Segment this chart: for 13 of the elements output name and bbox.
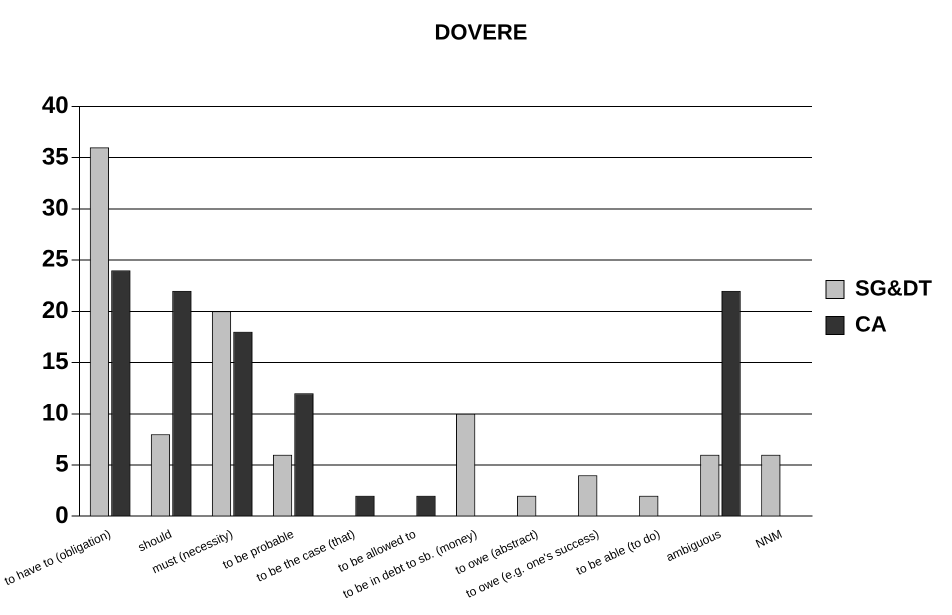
legend-label: SG&DT <box>855 276 933 301</box>
y-tick-label: 5 <box>55 450 69 478</box>
y-tick-label: 30 <box>42 194 69 222</box>
legend-label: CA <box>855 312 887 337</box>
y-tick-label: 15 <box>42 348 69 376</box>
y-tick-label: 0 <box>55 502 69 529</box>
chart-title: DOVERE <box>434 19 528 44</box>
y-tick-label: 40 <box>42 92 69 120</box>
y-tick-label: 20 <box>42 296 69 324</box>
y-tick-label: 25 <box>42 246 69 273</box>
y-tick-label: 10 <box>42 399 69 426</box>
x-tick-label: NNM <box>753 526 784 552</box>
y-tick-label: 35 <box>42 143 69 170</box>
